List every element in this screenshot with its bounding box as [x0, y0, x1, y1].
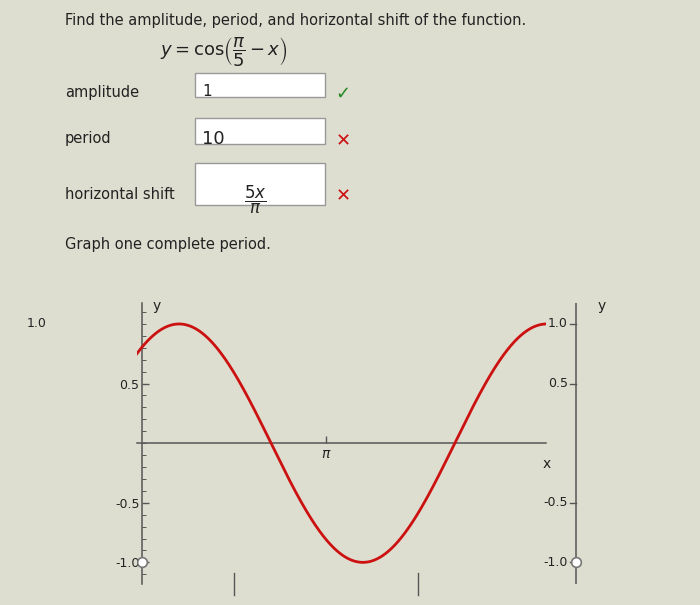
Text: 1.0: 1.0	[27, 318, 46, 330]
Text: ✓: ✓	[335, 85, 350, 103]
Text: Find the amplitude, period, and horizontal shift of the function.: Find the amplitude, period, and horizont…	[65, 13, 526, 28]
Text: -0.5: -0.5	[543, 496, 568, 509]
Text: 1: 1	[202, 84, 211, 99]
FancyBboxPatch shape	[195, 118, 325, 144]
FancyBboxPatch shape	[195, 73, 325, 97]
Text: Graph one complete period.: Graph one complete period.	[65, 237, 271, 252]
Text: horizontal shift: horizontal shift	[65, 187, 175, 202]
Text: x: x	[543, 457, 552, 471]
Text: -1.0: -1.0	[543, 556, 568, 569]
Text: $\dfrac{5x}{\pi}$: $\dfrac{5x}{\pi}$	[244, 184, 266, 216]
Text: 1.0: 1.0	[548, 318, 568, 330]
Text: ✕: ✕	[336, 187, 351, 205]
Text: y: y	[597, 299, 606, 313]
Text: amplitude: amplitude	[65, 85, 139, 100]
Text: period: period	[65, 131, 111, 146]
Text: 10: 10	[202, 130, 225, 148]
Text: y: y	[153, 299, 161, 313]
FancyBboxPatch shape	[195, 163, 325, 205]
Text: 0.5: 0.5	[547, 377, 568, 390]
Text: $y = \cos\!\left(\dfrac{\pi}{5} - x\right)$: $y = \cos\!\left(\dfrac{\pi}{5} - x\righ…	[160, 35, 288, 68]
Text: ✕: ✕	[336, 132, 351, 150]
